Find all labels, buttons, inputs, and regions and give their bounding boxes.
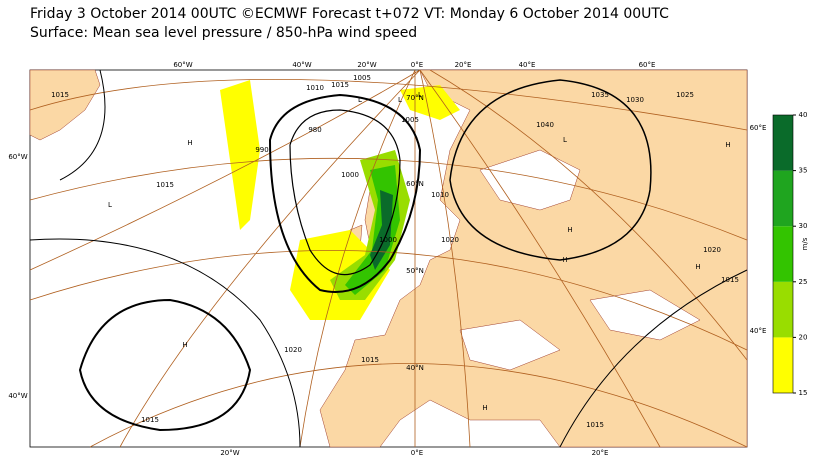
colorbar-band bbox=[773, 115, 793, 171]
graticule-label: 40°W bbox=[292, 61, 311, 69]
graticule-label: 0°E bbox=[411, 449, 423, 457]
isobar-label: 1040 bbox=[536, 121, 554, 129]
colorbar-band bbox=[773, 170, 793, 227]
isobar-label: 1035 bbox=[591, 91, 609, 99]
isobar-label: 1010 bbox=[306, 84, 324, 92]
seas bbox=[459, 149, 701, 371]
isobar-label: 990 bbox=[255, 146, 268, 154]
graticule-label: 20°E bbox=[455, 61, 472, 69]
pressure-centre: H bbox=[695, 263, 700, 271]
graticule-label: 60°E bbox=[639, 61, 656, 69]
isobar-label: 1005 bbox=[401, 116, 419, 124]
isobar-label: 980 bbox=[308, 126, 321, 134]
colorbar-unit: m/s bbox=[801, 237, 809, 250]
colorbar-tick-label: 15 bbox=[799, 389, 808, 397]
isobar bbox=[78, 298, 252, 432]
colorbar-tick-label: 30 bbox=[799, 222, 808, 230]
isobar bbox=[268, 93, 422, 293]
graticule-label: 20°W bbox=[357, 61, 376, 69]
graticule-label: 70°N bbox=[406, 94, 424, 102]
colorbar-tick-label: 35 bbox=[799, 167, 808, 175]
isobar bbox=[289, 109, 401, 276]
graticule-label: 50°N bbox=[406, 267, 424, 275]
map bbox=[29, 69, 748, 448]
pressure-centre: L bbox=[418, 91, 422, 99]
graticule-label: 40°N bbox=[406, 364, 424, 372]
pressure-centre: L bbox=[563, 136, 567, 144]
isobar-label: 1015 bbox=[51, 91, 69, 99]
pressure-centre: H bbox=[725, 141, 730, 149]
greenland bbox=[29, 69, 101, 141]
pressure-centre: H bbox=[182, 341, 187, 349]
graticule-label: 20°W bbox=[220, 449, 239, 457]
colorbar-tick-label: 20 bbox=[799, 333, 808, 341]
colorbar-tick-label: 25 bbox=[799, 278, 808, 286]
isobar-label: 1005 bbox=[353, 74, 371, 82]
isobar-label: 1015 bbox=[361, 356, 379, 364]
colorbar-frame bbox=[772, 114, 794, 394]
isobar-label: 1020 bbox=[703, 246, 721, 254]
title: Friday 3 October 2014 00UTC ©ECMWF Forec… bbox=[30, 6, 669, 22]
isobar-label: 1015 bbox=[141, 416, 159, 424]
graticule-label: 60°W bbox=[173, 61, 192, 69]
pressure-centre: H bbox=[562, 256, 567, 264]
graticule-label: 40°W bbox=[8, 392, 27, 400]
isobar-label: 1015 bbox=[331, 81, 349, 89]
europe-land bbox=[319, 69, 748, 448]
wind-35-40 bbox=[370, 190, 393, 270]
graticule-label: 60°W bbox=[8, 153, 27, 161]
graticule-label: 60°E bbox=[750, 124, 767, 132]
isobar-label: 1000 bbox=[341, 171, 359, 179]
pressure-centre: L bbox=[108, 201, 112, 209]
graticule-label: 40°E bbox=[519, 61, 536, 69]
graticule-label: 20°E bbox=[592, 449, 609, 457]
isobar-label: 1000 bbox=[379, 236, 397, 244]
graticule-label: 0°E bbox=[411, 61, 423, 69]
pressure-centre: H bbox=[482, 404, 487, 412]
isobar-label: 1015 bbox=[156, 181, 174, 189]
graticule-label: 40°E bbox=[750, 327, 767, 335]
colorbar-band bbox=[773, 281, 793, 338]
isobar-label: 1025 bbox=[676, 91, 694, 99]
pressure-centre: L bbox=[358, 96, 362, 104]
pressure-centre: H bbox=[567, 226, 572, 234]
wind-15-20 bbox=[220, 80, 460, 320]
isobar-label: 1020 bbox=[441, 236, 459, 244]
pressure-centre: H bbox=[187, 139, 192, 147]
graticule-label: 60°N bbox=[406, 180, 424, 188]
colorbar-band bbox=[773, 337, 793, 393]
isobar-label: 1030 bbox=[626, 96, 644, 104]
isobar-label: 1010 bbox=[431, 191, 449, 199]
colorbar-tick-label: 40 bbox=[799, 111, 808, 119]
isobar-label: 1020 bbox=[284, 346, 302, 354]
isobar-label: 1015 bbox=[586, 421, 604, 429]
pressure-centre: L bbox=[398, 96, 402, 104]
colorbar-band bbox=[773, 226, 793, 282]
subtitle: Surface: Mean sea level pressure / 850-h… bbox=[30, 25, 417, 41]
isobar bbox=[29, 69, 748, 448]
isobar-label: 1015 bbox=[721, 276, 739, 284]
isobar bbox=[449, 79, 652, 261]
